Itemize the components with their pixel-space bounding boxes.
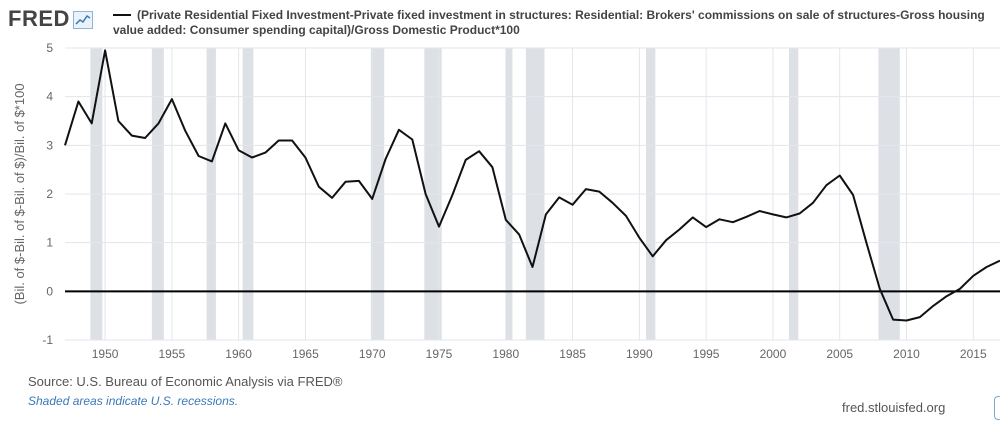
x-tick-label: 1970 xyxy=(359,347,386,361)
x-tick-label: 1950 xyxy=(92,347,119,361)
fred-logo-text: FRED xyxy=(8,6,70,31)
x-tick-label: 2015 xyxy=(960,347,987,361)
fred-url[interactable]: fred.stlouisfed.org xyxy=(842,400,946,415)
y-tick-label: 4 xyxy=(46,90,53,104)
series-title: (Private Residential Fixed Investment-Pr… xyxy=(113,8,985,37)
x-tick-label: 1980 xyxy=(492,347,519,361)
x-tick-label: 1955 xyxy=(159,347,186,361)
legend-line-swatch xyxy=(113,13,131,16)
x-tick-label: 1965 xyxy=(292,347,319,361)
y-tick-label: 0 xyxy=(46,284,53,298)
gridlines xyxy=(65,47,1000,341)
x-tick-label: 2000 xyxy=(760,347,787,361)
y-tick-label: 5 xyxy=(46,41,53,55)
chart-line-icon xyxy=(72,11,93,29)
y-axis-label: (Bil. of $-Bil. of $-Bil. of $)/Bil. of … xyxy=(12,83,27,304)
x-tick-label: 1985 xyxy=(559,347,586,361)
y-tick-label: 1 xyxy=(46,236,53,250)
series-legend: (Private Residential Fixed Investment-Pr… xyxy=(113,8,998,38)
source-text: Source: U.S. Bureau of Economic Analysis… xyxy=(28,374,343,389)
series-line xyxy=(64,49,1000,322)
x-tick-label: 1995 xyxy=(693,347,720,361)
x-tick-label: 1975 xyxy=(426,347,453,361)
recession-note: Shaded areas indicate U.S. recessions. xyxy=(28,394,239,408)
x-tick-label: 2010 xyxy=(893,347,920,361)
x-tick-label: 1990 xyxy=(626,347,653,361)
chart-header: FRED (Private Residential Fixed Investme… xyxy=(8,6,998,40)
y-tick-label: -1 xyxy=(42,333,53,347)
x-tick-label: 1960 xyxy=(225,347,252,361)
y-tick-label: 2 xyxy=(46,187,53,201)
y-tick-label: 3 xyxy=(46,138,53,152)
y-tick-labels: -1 0 1 2 3 4 5 xyxy=(42,41,53,347)
x-tick-label: 2005 xyxy=(826,347,853,361)
x-tick-labels: 1950 1955 1960 1965 1970 1975 1980 1985 1990 1995… xyxy=(92,347,987,361)
share-button[interactable] xyxy=(994,396,1000,420)
fred-logo[interactable]: FRED xyxy=(8,6,93,32)
